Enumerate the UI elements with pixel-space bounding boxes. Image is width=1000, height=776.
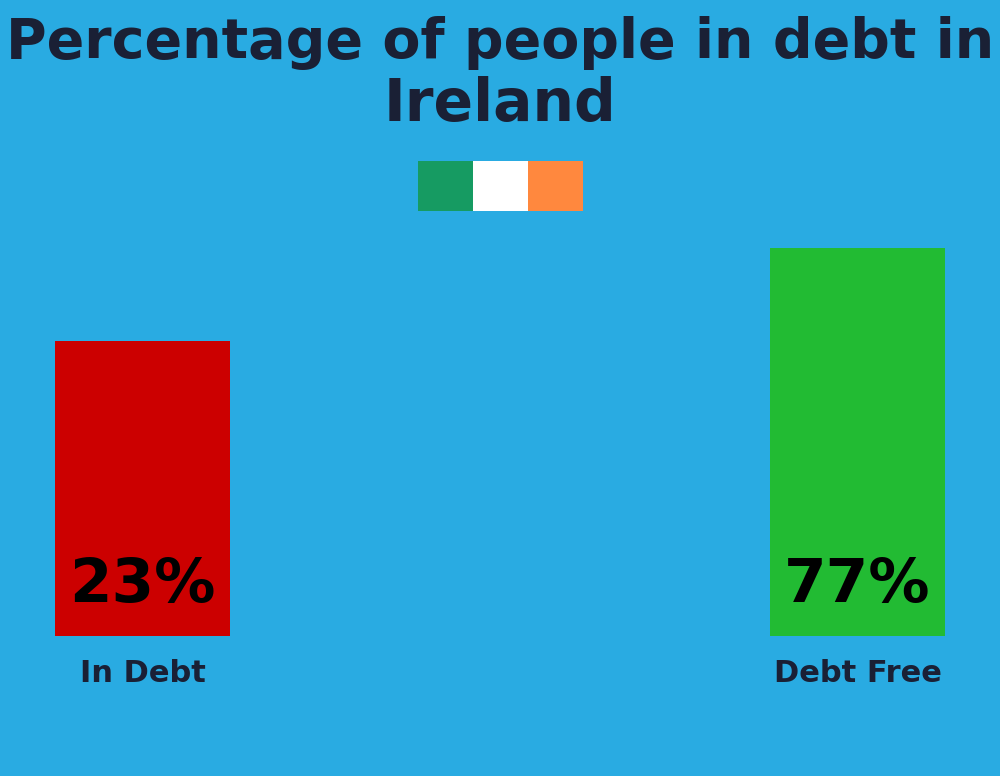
FancyBboxPatch shape <box>418 161 473 211</box>
Text: Ireland: Ireland <box>384 76 616 133</box>
FancyBboxPatch shape <box>473 161 528 211</box>
Text: 23%: 23% <box>69 556 216 615</box>
FancyBboxPatch shape <box>55 341 230 636</box>
Text: Debt Free: Debt Free <box>774 659 941 688</box>
FancyBboxPatch shape <box>528 161 582 211</box>
Text: Percentage of people in debt in: Percentage of people in debt in <box>6 16 994 70</box>
FancyBboxPatch shape <box>770 248 945 636</box>
Text: In Debt: In Debt <box>80 659 205 688</box>
Text: 77%: 77% <box>784 556 931 615</box>
